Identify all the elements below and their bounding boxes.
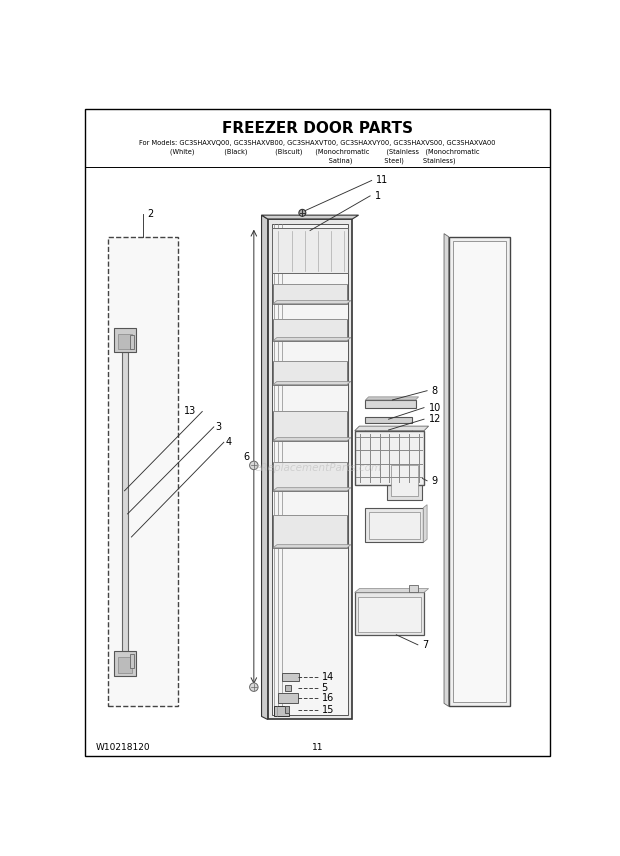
Bar [281, 674, 298, 681]
Bar [273, 412, 347, 441]
Bar [115, 328, 136, 352]
Text: FREEZER DOOR PARTS: FREEZER DOOR PARTS [222, 122, 414, 136]
Bar [115, 651, 136, 675]
Bar [449, 237, 510, 706]
Bar [274, 705, 290, 716]
Bar [273, 361, 347, 384]
Bar [273, 461, 347, 490]
Bar [268, 219, 352, 720]
Polygon shape [273, 437, 351, 441]
Text: 16: 16 [322, 693, 334, 703]
Text: 6: 6 [243, 452, 249, 462]
Text: 8: 8 [432, 386, 438, 395]
Bar [285, 685, 291, 691]
Bar [130, 336, 135, 349]
Text: 9: 9 [432, 476, 438, 486]
Polygon shape [262, 215, 268, 720]
Polygon shape [355, 589, 428, 592]
Text: 11: 11 [312, 744, 324, 752]
Text: For Models: GC3SHAXVQ00, GC3SHAXVB00, GC3SHAXVT00, GC3SHAXVY00, GC3SHAXVS00, GC3: For Models: GC3SHAXVQ00, GC3SHAXVB00, GC… [140, 140, 496, 146]
Bar [130, 654, 135, 668]
Polygon shape [262, 215, 358, 219]
Polygon shape [423, 505, 427, 543]
Circle shape [250, 683, 258, 692]
Bar [391, 466, 418, 496]
Bar [358, 597, 421, 632]
Bar [122, 352, 128, 668]
Bar [355, 431, 424, 484]
Polygon shape [444, 234, 449, 706]
Polygon shape [273, 382, 351, 384]
Text: eReplacementParts.com: eReplacementParts.com [254, 463, 381, 473]
Polygon shape [365, 397, 419, 400]
Bar [273, 515, 347, 548]
Text: 3: 3 [215, 422, 221, 432]
Text: 5: 5 [322, 683, 328, 693]
Text: 7: 7 [422, 639, 428, 650]
Text: 2: 2 [147, 209, 153, 218]
Bar [272, 229, 348, 273]
Text: Satina)               Steel)         Stainless): Satina) Steel) Stainless) [180, 158, 456, 163]
Bar [272, 223, 348, 715]
Polygon shape [273, 544, 351, 548]
Bar [355, 592, 424, 635]
Circle shape [299, 210, 306, 217]
Text: 11: 11 [376, 175, 389, 186]
Text: 10: 10 [428, 402, 441, 413]
Bar [368, 513, 420, 539]
Bar [118, 334, 132, 349]
Polygon shape [273, 337, 351, 341]
Bar [285, 706, 290, 713]
Bar [365, 508, 423, 543]
Bar [278, 693, 298, 703]
Bar [273, 319, 347, 341]
Bar [409, 585, 418, 592]
Bar [108, 237, 177, 706]
Text: 14: 14 [322, 672, 334, 682]
Polygon shape [273, 300, 351, 304]
Bar [365, 400, 415, 407]
Polygon shape [355, 426, 428, 431]
Bar [273, 284, 347, 304]
Text: (White)              (Black)             (Biscuit)      (Monochromatic        (S: (White) (Black) (Biscuit) (Monochromatic… [156, 149, 480, 155]
Text: W10218120: W10218120 [96, 744, 151, 752]
Bar [453, 241, 506, 702]
Polygon shape [273, 488, 351, 490]
Text: 1: 1 [374, 191, 381, 201]
Bar [118, 657, 132, 673]
Circle shape [250, 461, 258, 470]
Bar [387, 458, 422, 500]
Text: 12: 12 [428, 414, 441, 425]
Text: 13: 13 [184, 407, 196, 417]
Text: 4: 4 [225, 437, 231, 448]
Bar [365, 417, 412, 423]
Text: 15: 15 [322, 705, 334, 716]
Bar [365, 428, 412, 434]
